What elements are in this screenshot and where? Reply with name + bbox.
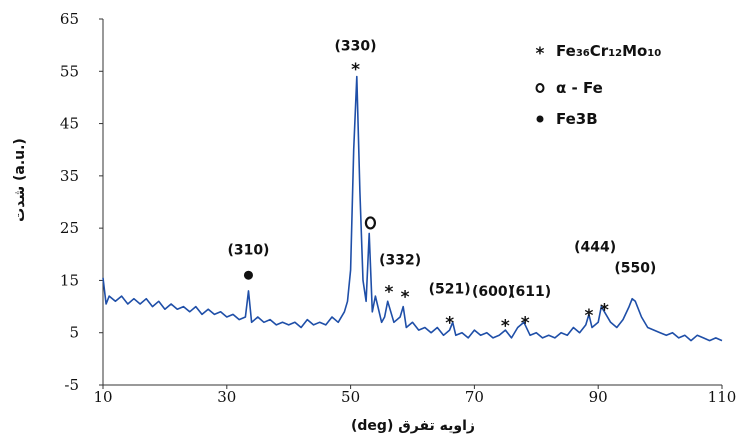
peak-label: (310) [227, 242, 269, 258]
peak-label: (550) [614, 261, 656, 277]
x-tick-label: 90 [589, 388, 608, 406]
star-marker: * [600, 301, 609, 321]
x-tick-label: 110 [708, 388, 737, 406]
star-marker: * [501, 316, 510, 336]
x-tick-label: 10 [93, 388, 112, 406]
circle-marker [364, 216, 377, 230]
star-marker: * [351, 60, 360, 80]
x-tick-label: 30 [217, 388, 236, 406]
y-tick-label: 25 [60, 219, 79, 237]
peak-label: (600) [472, 284, 514, 300]
y-tick-label: 35 [60, 167, 79, 185]
peak-label: (330) [335, 38, 377, 54]
dot-marker [243, 270, 253, 280]
legend-dot-icon [536, 115, 544, 123]
y-tick-label: 65 [60, 10, 79, 28]
legend: * Fe36Cr12Mo10 α - Fe Fe3B [535, 42, 661, 128]
peak-label: (332) [379, 253, 421, 269]
legend-star-icon: * [536, 44, 545, 64]
x-tick-labels: 10 30 50 70 90 110 [93, 388, 736, 406]
y-tick-label: 45 [60, 115, 79, 133]
legend-label: Fe36Cr12Mo10 [556, 42, 661, 60]
peak-label: (521) [429, 282, 471, 298]
x-tick-label: 50 [341, 388, 360, 406]
peak-label: (444) [574, 240, 616, 256]
legend-label: Fe3B [556, 110, 598, 128]
x-axis-title: (deg) زاویه تفرق [351, 418, 475, 434]
peak-label: (611) [509, 284, 551, 300]
series-line [102, 75, 723, 342]
y-tick-label: 15 [60, 271, 79, 289]
star-marker: * [401, 288, 410, 308]
y-tick-label: 5 [69, 324, 79, 342]
star-marker: * [385, 282, 394, 302]
peak-annotations: (330) (310) (332) (521) (600)(611) (444) (550) [227, 38, 656, 300]
y-axis-title: شدت (a.u.) [12, 138, 28, 222]
legend-label: α - Fe [556, 79, 603, 97]
x-tick-label: 70 [465, 388, 484, 406]
y-tick-label: -5 [64, 376, 79, 394]
y-tick-label: 55 [60, 62, 79, 80]
axes [99, 18, 723, 389]
star-marker: * [584, 306, 593, 326]
y-tick-labels: -5 5 15 25 35 45 55 65 [60, 10, 79, 394]
peak-markers: * * * * * * * * [243, 60, 609, 336]
star-marker: * [521, 314, 530, 334]
star-marker: * [445, 314, 454, 334]
legend-circle-icon [535, 83, 545, 93]
